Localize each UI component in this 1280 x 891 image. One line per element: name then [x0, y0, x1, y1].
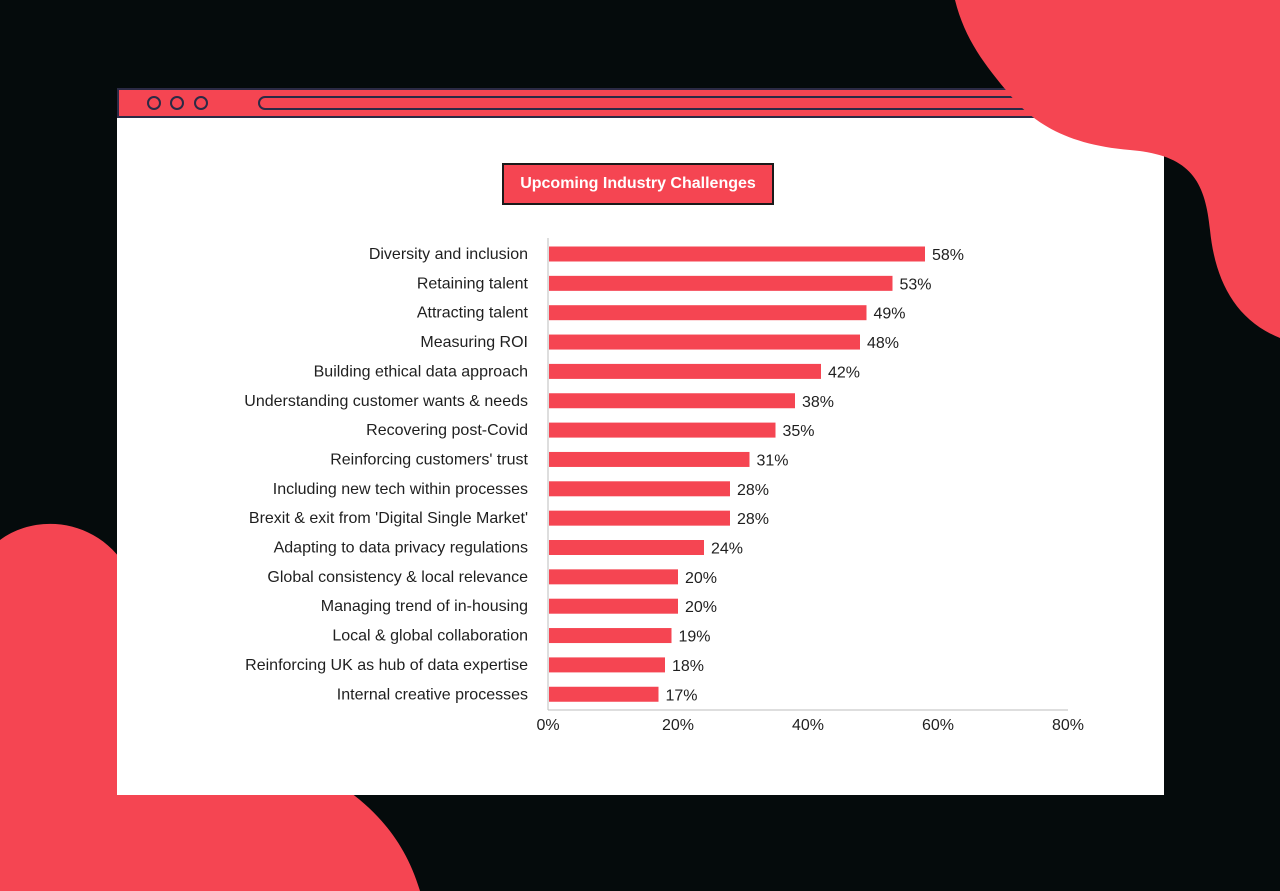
value-label: 42%	[828, 364, 860, 381]
category-label: Reinforcing customers' trust	[330, 451, 528, 468]
bar	[549, 657, 665, 673]
category-label: Diversity and inclusion	[369, 246, 528, 263]
bar	[549, 628, 672, 644]
bar	[549, 422, 776, 438]
window-dot-icon[interactable]	[194, 96, 208, 110]
category-label: Internal creative processes	[337, 686, 528, 703]
chart-title: Upcoming Industry Challenges	[502, 163, 774, 205]
bar	[549, 246, 925, 262]
x-tick-label: 0%	[536, 717, 559, 734]
category-label: Including new tech within processes	[273, 481, 528, 498]
category-label: Global consistency & local relevance	[267, 569, 528, 586]
value-label: 20%	[685, 570, 717, 587]
value-label: 18%	[672, 658, 704, 675]
value-label: 28%	[737, 482, 769, 499]
category-label: Building ethical data approach	[314, 363, 528, 380]
category-label: Attracting talent	[417, 305, 529, 322]
bar	[549, 510, 730, 526]
value-label: 24%	[711, 541, 743, 558]
value-label: 53%	[900, 276, 932, 293]
value-label: 19%	[679, 629, 711, 646]
x-tick-label: 80%	[1052, 717, 1084, 734]
bar	[549, 363, 821, 379]
value-label: 35%	[783, 423, 815, 440]
value-label: 58%	[932, 247, 964, 264]
value-label: 17%	[666, 687, 698, 704]
bar	[549, 305, 867, 321]
window-dot-icon[interactable]	[170, 96, 184, 110]
category-label: Retaining talent	[417, 275, 529, 292]
value-label: 49%	[874, 306, 906, 323]
value-label: 31%	[757, 452, 789, 469]
window-dot-icon[interactable]	[147, 96, 161, 110]
category-label: Understanding customer wants & needs	[244, 393, 528, 410]
bar	[549, 598, 678, 614]
bar	[549, 275, 893, 291]
category-label: Recovering post-Covid	[366, 422, 528, 439]
bar	[549, 481, 730, 497]
bar-chart: Diversity and inclusion 58% Retaining tale…	[244, 238, 1084, 734]
bar	[549, 334, 860, 350]
browser-window: Upcoming Industry Challenges Diversity a…	[117, 88, 1164, 795]
x-tick-label: 60%	[922, 717, 954, 734]
bar	[549, 686, 659, 702]
bar	[549, 569, 678, 585]
value-label: 48%	[867, 335, 899, 352]
category-label: Managing trend of in-housing	[321, 598, 528, 615]
value-label: 38%	[802, 394, 834, 411]
category-label: Brexit & exit from 'Digital Single Marke…	[249, 510, 528, 527]
bar	[549, 540, 704, 555]
x-tick-label: 40%	[792, 717, 824, 734]
category-label: Measuring ROI	[420, 334, 528, 351]
x-tick-label: 20%	[662, 717, 694, 734]
bar	[549, 451, 750, 467]
value-label: 20%	[685, 599, 717, 616]
category-label: Adapting to data privacy regulations	[274, 540, 528, 557]
category-label: Local & global collaboration	[332, 628, 528, 645]
category-label: Reinforcing UK as hub of data expertise	[245, 657, 528, 674]
bar	[549, 393, 795, 409]
value-label: 28%	[737, 511, 769, 528]
